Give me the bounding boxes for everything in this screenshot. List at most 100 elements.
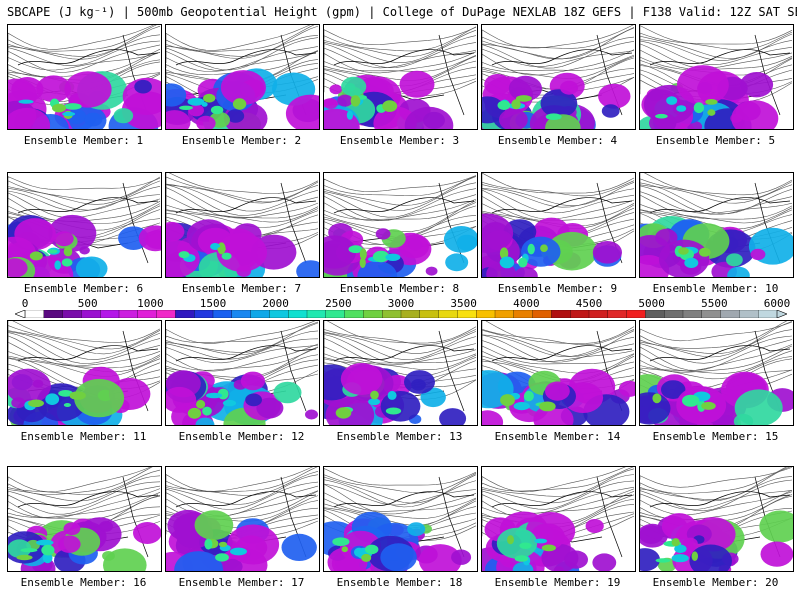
colorbar-tick-label: 5500 [701, 297, 728, 310]
member-caption: Ensemble Member: 13 [321, 430, 478, 443]
colorbar-cell [645, 310, 665, 318]
member-caption-prefix: Ensemble Member: [23, 134, 130, 147]
colorbar-cell [363, 310, 383, 318]
member-caption: Ensemble Member: 7 [163, 282, 320, 295]
member-number: 13 [442, 430, 463, 443]
member-caption: Ensemble Member: 19 [479, 576, 636, 589]
member-caption-prefix: Ensemble Member: [336, 576, 443, 589]
member-map-panel [165, 320, 320, 426]
member-number: 18 [442, 576, 463, 589]
member-caption-prefix: Ensemble Member: [20, 576, 127, 589]
member-caption: Ensemble Member: 11 [5, 430, 162, 443]
colorbar-cell [62, 310, 82, 318]
colorbar-tick-label: 1500 [199, 297, 227, 310]
colorbar-cell [532, 310, 552, 318]
member-map-panel [165, 172, 320, 278]
colorbar-cell [739, 310, 759, 318]
member-map-panel [639, 24, 794, 130]
member-number: 9 [603, 282, 618, 295]
member-number: 8 [445, 282, 460, 295]
member-number: 11 [126, 430, 147, 443]
colorbar-cell [570, 310, 590, 318]
member-map-panel [7, 466, 162, 572]
member-map-panel [481, 24, 636, 130]
member-number: 20 [758, 576, 779, 589]
member-caption: Ensemble Member: 16 [5, 576, 162, 589]
colorbar-cell [250, 310, 270, 318]
colorbar-cell [156, 310, 176, 318]
member-caption-prefix: Ensemble Member: [497, 134, 604, 147]
colorbar-cell [306, 310, 327, 318]
colorbar-cell [81, 310, 101, 318]
colorbar-cell [100, 310, 120, 318]
member-number: 3 [445, 134, 460, 147]
member-number: 4 [603, 134, 618, 147]
member-caption-prefix: Ensemble Member: [20, 430, 127, 443]
colorbar-cell [438, 310, 458, 318]
colorbar-cell [588, 310, 609, 318]
colorbar-cell [137, 310, 157, 318]
colorbar-cell [344, 310, 364, 318]
member-map-panel [639, 466, 794, 572]
colorbar-cell [194, 310, 214, 318]
member-caption: Ensemble Member: 10 [637, 282, 794, 295]
member-map-panel [481, 320, 636, 426]
colorbar-cell [551, 310, 571, 318]
colorbar-cell [682, 310, 703, 318]
member-caption-prefix: Ensemble Member: [178, 430, 285, 443]
member-caption-prefix: Ensemble Member: [181, 134, 288, 147]
colorbar-tick-label: 500 [77, 297, 98, 310]
colorbar-cell [382, 310, 402, 318]
member-caption-prefix: Ensemble Member: [23, 282, 130, 295]
colorbar-tick-label: 3500 [450, 297, 477, 310]
member-map-panel [323, 172, 478, 278]
colorbar-cell [476, 310, 496, 318]
member-number: 12 [284, 430, 305, 443]
colorbar-tick-label: 1000 [137, 297, 164, 310]
member-number: 6 [129, 282, 144, 295]
member-caption-prefix: Ensemble Member: [655, 134, 762, 147]
member-map-panel [639, 320, 794, 426]
colorbar-cell [607, 310, 627, 318]
member-caption-prefix: Ensemble Member: [181, 282, 288, 295]
colorbar-cell [118, 310, 139, 318]
member-number: 1 [129, 134, 144, 147]
member-caption: Ensemble Member: 8 [321, 282, 478, 295]
member-caption-prefix: Ensemble Member: [494, 430, 601, 443]
member-caption: Ensemble Member: 3 [321, 134, 478, 147]
member-caption-prefix: Ensemble Member: [178, 576, 285, 589]
colorbar-cell [175, 310, 195, 318]
colorbar-cell [231, 310, 251, 318]
member-caption: Ensemble Member: 20 [637, 576, 794, 589]
colorbar-cell [720, 310, 740, 318]
colorbar-right-arrow [776, 310, 787, 318]
colorbar-cell [43, 310, 63, 318]
member-number: 19 [600, 576, 621, 589]
cape-colorbar [15, 310, 787, 318]
member-caption: Ensemble Member: 5 [637, 134, 794, 147]
member-number: 14 [600, 430, 621, 443]
member-number: 15 [758, 430, 779, 443]
member-map-panel [7, 24, 162, 130]
colorbar-cell [212, 310, 233, 318]
member-caption-prefix: Ensemble Member: [494, 576, 601, 589]
colorbar-cell [494, 310, 515, 318]
member-map-panel [323, 24, 478, 130]
member-map-panel [7, 172, 162, 278]
colorbar-cell [419, 310, 439, 318]
colorbar-tick-label: 6000 [763, 297, 791, 310]
member-caption: Ensemble Member: 2 [163, 134, 320, 147]
member-map-panel [165, 466, 320, 572]
member-map-panel [165, 24, 320, 130]
colorbar-cell [758, 310, 778, 318]
member-caption: Ensemble Member: 14 [479, 430, 636, 443]
member-caption-prefix: Ensemble Member: [497, 282, 604, 295]
member-caption-prefix: Ensemble Member: [652, 282, 759, 295]
colorbar-cell [400, 310, 421, 318]
member-map-panel [481, 466, 636, 572]
member-caption-prefix: Ensemble Member: [336, 430, 443, 443]
colorbar-tick-label: 2000 [262, 297, 289, 310]
member-caption: Ensemble Member: 9 [479, 282, 636, 295]
member-map-panel [323, 466, 478, 572]
colorbar-tick-label: 0 [21, 297, 29, 310]
